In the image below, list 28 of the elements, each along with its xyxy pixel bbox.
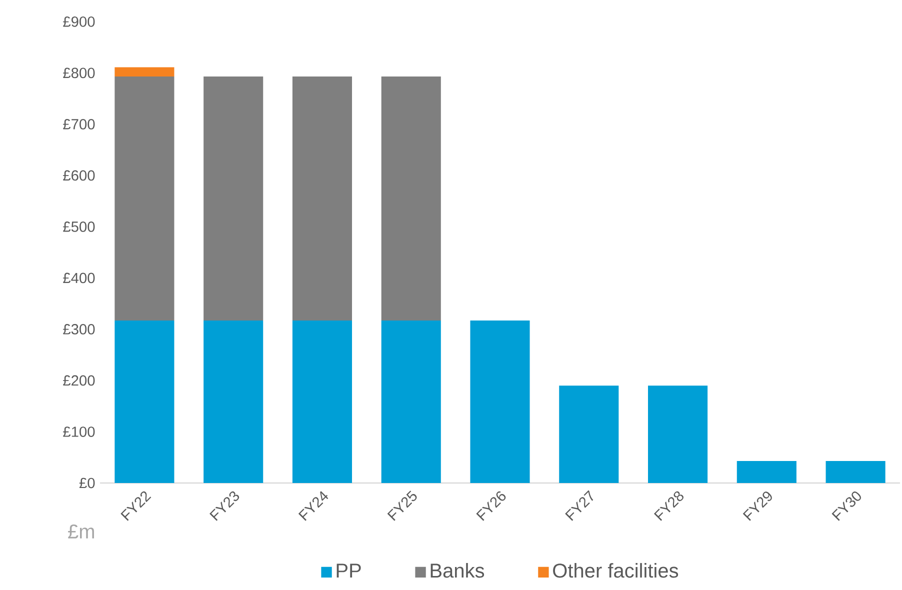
bar	[381, 320, 441, 483]
bar	[292, 320, 352, 483]
bar	[204, 320, 264, 483]
bar	[826, 460, 886, 483]
bar	[559, 386, 619, 483]
bar	[204, 76, 264, 321]
y-tick-label: £500	[63, 222, 95, 232]
bar	[470, 320, 530, 483]
legend-label: Banks	[430, 563, 484, 578]
y-tick-label: £0	[79, 478, 95, 488]
y-tick-label: £900	[63, 16, 95, 27]
bar	[648, 386, 708, 483]
y-tick-label: £400	[63, 272, 95, 284]
bar	[381, 76, 441, 321]
legend-label: PP	[336, 564, 361, 578]
bar	[114, 67, 174, 77]
y-tick-label: £700	[63, 119, 95, 130]
y-tick-label: £600	[63, 170, 95, 181]
bar	[114, 320, 174, 483]
y-tick-label: £200	[63, 375, 95, 386]
bar	[292, 76, 352, 321]
bar	[736, 460, 796, 483]
y-tick-label: £300	[63, 324, 95, 334]
legend-label: Other facilities	[553, 563, 678, 578]
y-tick-label: £100	[63, 426, 95, 437]
y-axis-title: £m	[68, 524, 94, 538]
y-tick-label: £800	[63, 68, 95, 78]
bar	[114, 76, 174, 321]
